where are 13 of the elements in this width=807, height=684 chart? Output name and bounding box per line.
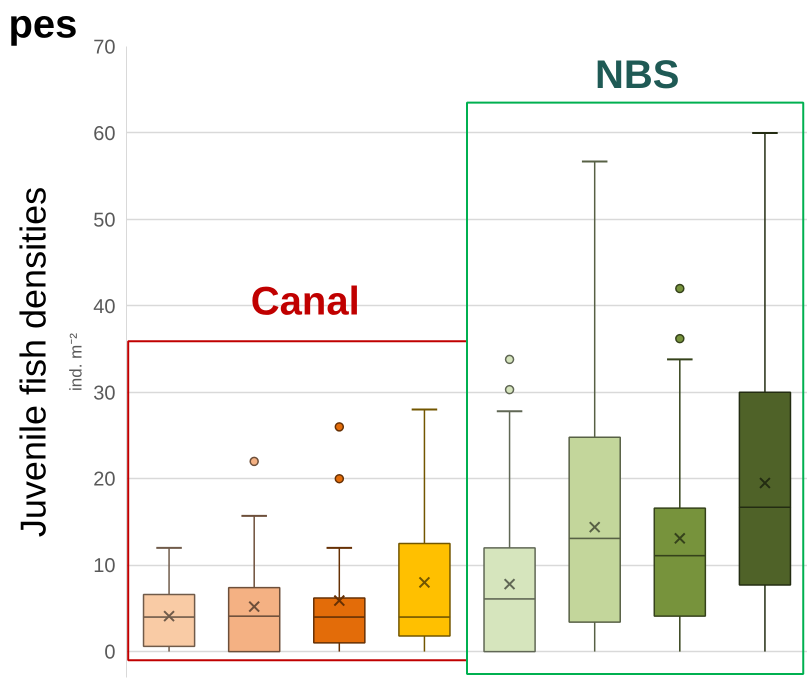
chart-title: pes	[8, 2, 78, 46]
y-tick-label: 70	[93, 36, 116, 58]
y-axis-title: ind. m⁻²	[66, 332, 86, 391]
y-tick-label: 60	[93, 122, 116, 145]
annotation: Canal	[250, 279, 360, 324]
annotation: NBS	[595, 53, 680, 98]
y-tick-label: 30	[93, 382, 116, 404]
y-tick-label: 20	[93, 468, 116, 491]
y-tick-label: 0	[104, 642, 116, 664]
y-tick-label: 10	[93, 555, 116, 578]
y-tick-label: 50	[93, 209, 116, 232]
text: Juvenile fish densities	[12, 186, 54, 538]
y-tick-label: 40	[93, 296, 116, 318]
